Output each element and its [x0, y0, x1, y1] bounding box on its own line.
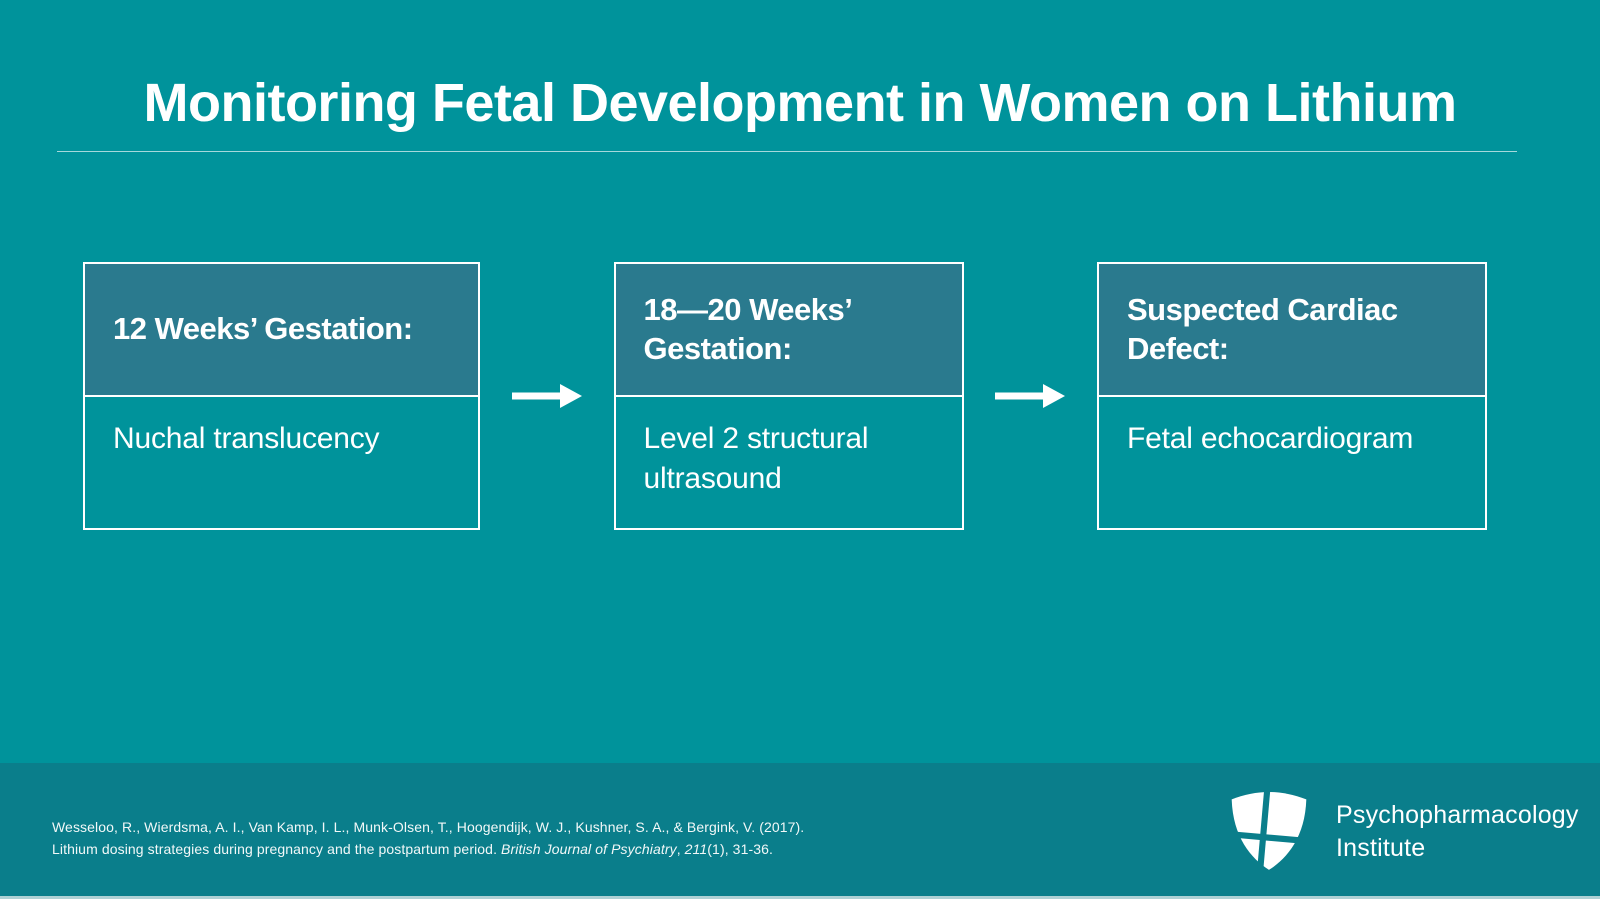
step-detail: Fetal echocardiogram — [1099, 397, 1485, 528]
citation-line2-end: (1), 31-36. — [707, 841, 773, 857]
citation: Wesseloo, R., Wierdsma, A. I., Van Kamp,… — [52, 816, 804, 860]
org-name-line1: Psychopharmacology — [1336, 801, 1579, 829]
step-detail-label: Level 2 structural ultrasound — [643, 422, 869, 495]
flow-arrow-gap — [964, 262, 1098, 530]
title-underline — [57, 151, 1517, 152]
journal-title-italic: British Journal of Psychiatry — [501, 841, 677, 857]
flow-step-box-2: 18—20 Weeks’ Gestation: Level 2 structur… — [613, 262, 964, 530]
step-heading-label: Suspected Cardiac Defect: — [1127, 291, 1398, 366]
flow-step-box-1: 12 Weeks’ Gestation: Nuchal translucency — [83, 262, 480, 530]
bottom-edge-line — [0, 896, 1600, 899]
step-heading-label: 18—20 Weeks’ Gestation: — [643, 291, 852, 366]
flow-arrow-gap — [480, 262, 614, 530]
citation-line2-text: Lithium dosing strategies during pregnan… — [52, 841, 502, 857]
shield-cross-logo-icon — [1221, 784, 1317, 879]
step-detail-label: Fetal echocardiogram — [1127, 422, 1414, 455]
org-name-line2: Institute — [1336, 834, 1426, 862]
flow-step-box-3: Suspected Cardiac Defect: Fetal echocard… — [1097, 262, 1487, 530]
right-arrow-icon — [511, 384, 582, 408]
step-heading: 12 Weeks’ Gestation: — [85, 264, 478, 397]
citation-separator: , — [676, 841, 685, 857]
step-detail: Nuchal translucency — [85, 397, 478, 528]
step-detail-label: Nuchal translucency — [113, 422, 380, 455]
step-detail: Level 2 structural ultrasound — [616, 397, 962, 528]
step-heading: 18—20 Weeks’ Gestation: — [615, 264, 962, 397]
citation-line2: Lithium dosing strategies during pregnan… — [52, 838, 804, 860]
volume-number-italic: 211 — [684, 841, 708, 857]
flow-diagram: 12 Weeks’ Gestation: Nuchal translucency… — [83, 262, 1487, 530]
footer-bar: Wesseloo, R., Wierdsma, A. I., Van Kamp,… — [0, 763, 1600, 899]
citation-line1: Wesseloo, R., Wierdsma, A. I., Van Kamp,… — [52, 819, 805, 835]
step-heading: Suspected Cardiac Defect: — [1099, 264, 1485, 397]
right-arrow-icon — [995, 384, 1066, 408]
page-title: Monitoring Fetal Development in Women on… — [143, 73, 1457, 133]
org-name: Psychopharmacology Institute — [1336, 799, 1579, 865]
step-heading-label: 12 Weeks’ Gestation: — [113, 311, 413, 347]
